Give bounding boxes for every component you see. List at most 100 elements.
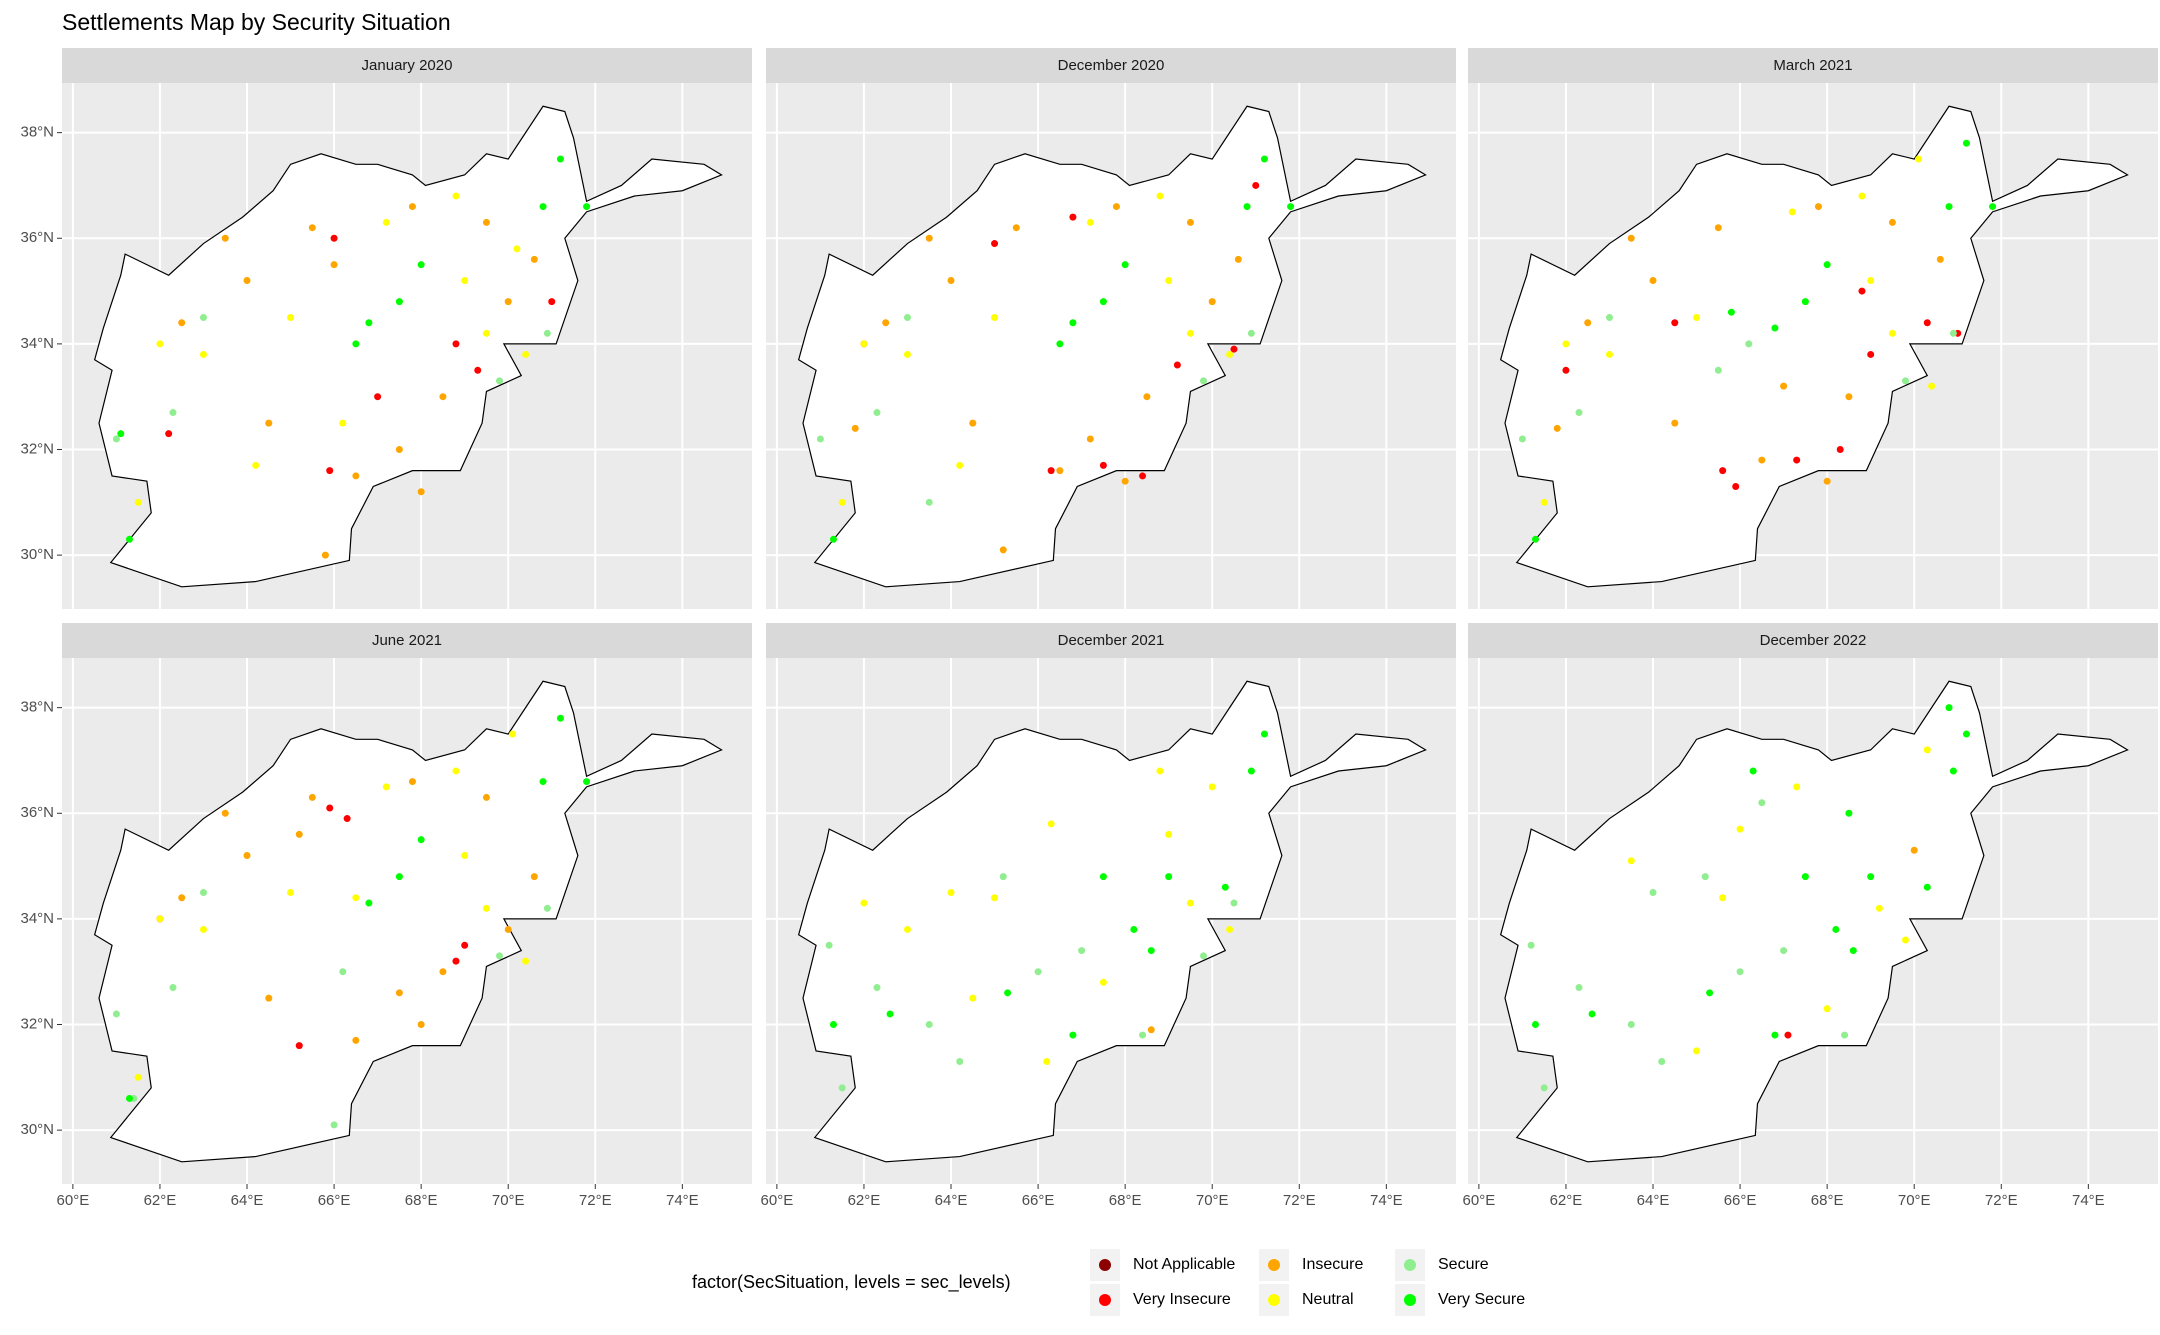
country-outline — [93, 680, 723, 1163]
country-outline — [797, 105, 1427, 588]
legend-label: Very Insecure — [1133, 1291, 1231, 1308]
settlement-point — [1923, 319, 1931, 327]
x-tick-label: 60°E — [761, 1192, 794, 1209]
settlement-point — [252, 461, 260, 469]
x-tick-label: 68°E — [1109, 1192, 1142, 1209]
settlement-point — [1575, 409, 1583, 417]
strip — [62, 48, 752, 83]
x-tick-label: 70°E — [1898, 1192, 1931, 1209]
settlement-point — [330, 234, 338, 242]
settlement-point — [530, 873, 538, 881]
settlement-point — [1012, 224, 1020, 232]
settlement-point — [461, 941, 469, 949]
settlement-point — [395, 298, 403, 306]
settlement-point — [1915, 155, 1923, 163]
settlement-point — [1989, 203, 1997, 211]
settlement-point — [352, 472, 360, 480]
settlement-point — [947, 888, 955, 896]
settlement-point — [1287, 203, 1295, 211]
settlement-point — [1780, 382, 1788, 390]
x-tick-label: 66°E — [318, 1192, 351, 1209]
settlement-point — [287, 313, 295, 321]
settlement-point — [1693, 1047, 1701, 1055]
x-tick-label: 60°E — [57, 1192, 90, 1209]
settlement-point — [956, 1057, 964, 1065]
settlement-point — [1043, 1057, 1051, 1065]
settlement-point — [265, 994, 273, 1002]
settlement-point — [1562, 366, 1570, 374]
legend-label: Neutral — [1302, 1291, 1354, 1308]
legend-title: factor(SecSituation, levels = sec_levels… — [692, 1272, 1011, 1293]
settlement-point — [295, 830, 303, 838]
settlement-point — [1562, 340, 1570, 348]
panel-title: March 2021 — [1773, 57, 1852, 74]
settlement-point — [395, 873, 403, 881]
settlement-point — [1793, 456, 1801, 464]
settlement-point — [496, 377, 504, 385]
settlement-point — [1671, 319, 1679, 327]
settlement-point — [969, 419, 977, 427]
settlement-point — [1226, 350, 1234, 358]
settlement-point — [330, 1121, 338, 1129]
settlement-point — [999, 546, 1007, 554]
x-tick-label: 74°E — [1370, 1192, 1403, 1209]
x-tick-label: 70°E — [1196, 1192, 1229, 1209]
strip — [766, 48, 1456, 83]
legend-label: Very Secure — [1438, 1291, 1525, 1308]
settlement-point — [1588, 1010, 1596, 1018]
settlement-point — [199, 925, 207, 933]
settlement-point — [365, 899, 373, 907]
settlement-point — [1165, 277, 1173, 285]
settlement-point — [1706, 989, 1714, 997]
settlement-point — [1208, 298, 1216, 306]
settlement-point — [1888, 329, 1896, 337]
strip — [1468, 623, 2158, 658]
settlement-point — [1230, 899, 1238, 907]
settlement-point — [1945, 704, 1953, 712]
settlement-point — [1078, 947, 1086, 955]
settlement-point — [156, 915, 164, 923]
settlement-point — [1069, 319, 1077, 327]
settlement-point — [1260, 730, 1268, 738]
settlement-point — [504, 298, 512, 306]
settlement-point — [1910, 846, 1918, 854]
settlement-point — [343, 815, 351, 823]
settlement-point — [583, 203, 591, 211]
panel-title: June 2021 — [372, 632, 442, 649]
settlement-point — [1139, 1031, 1147, 1039]
x-tick-label: 74°E — [2072, 1192, 2105, 1209]
settlement-point — [838, 498, 846, 506]
panel-title: December 2022 — [1760, 632, 1867, 649]
settlement-point — [543, 904, 551, 912]
x-tick-label: 62°E — [144, 1192, 177, 1209]
x-tick-label: 64°E — [1637, 1192, 1670, 1209]
settlement-point — [825, 941, 833, 949]
x-tick-label: 72°E — [579, 1192, 612, 1209]
settlement-point — [1858, 192, 1866, 200]
settlement-point — [1736, 968, 1744, 976]
y-tick-label: 38°N — [20, 124, 54, 141]
settlement-point — [461, 852, 469, 860]
settlement-point — [221, 809, 229, 817]
settlement-point — [1714, 224, 1722, 232]
settlement-point — [1771, 1031, 1779, 1039]
settlement-point — [1147, 947, 1155, 955]
settlement-point — [165, 430, 173, 438]
settlement-point — [1252, 181, 1260, 189]
settlement-point — [1130, 925, 1138, 933]
settlement-point — [556, 155, 564, 163]
settlement-point — [112, 1010, 120, 1018]
settlement-point — [1771, 324, 1779, 332]
settlement-point — [991, 894, 999, 902]
settlement-point — [1902, 377, 1910, 385]
settlement-point — [1649, 888, 1657, 896]
settlement-point — [326, 467, 334, 475]
legend-swatch — [1099, 1259, 1111, 1271]
settlement-point — [903, 313, 911, 321]
settlement-point — [243, 277, 251, 285]
settlement-point — [816, 435, 824, 443]
settlement-point — [1727, 308, 1735, 316]
settlement-point — [1858, 287, 1866, 295]
settlement-point — [1243, 203, 1251, 211]
settlement-point — [287, 888, 295, 896]
